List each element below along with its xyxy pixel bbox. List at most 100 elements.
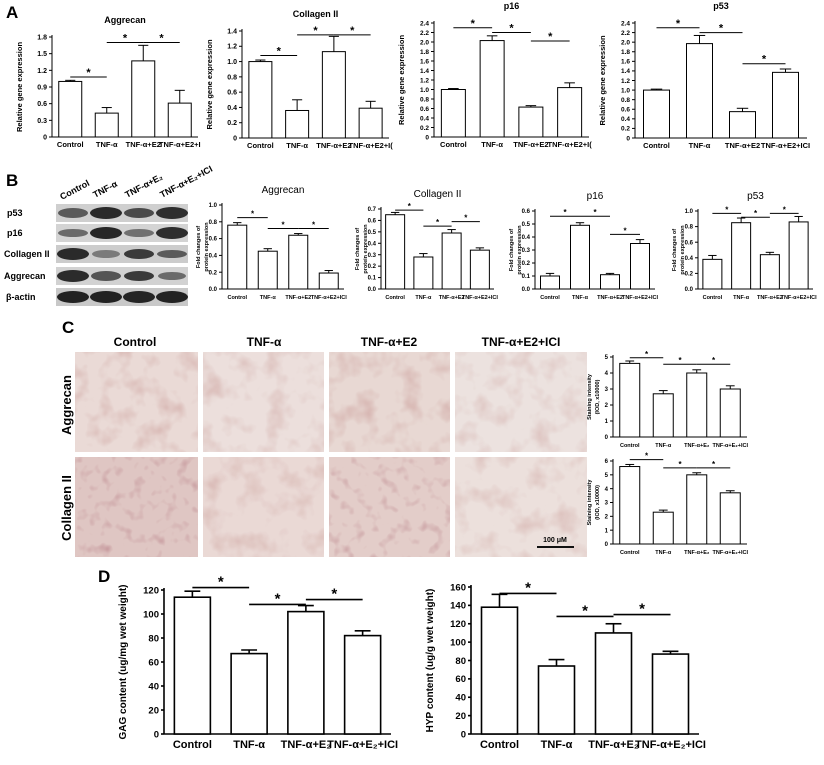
d1-sig-star-0: * <box>218 574 224 591</box>
a4-ytick-label: 2.2 <box>621 30 630 37</box>
b4-ylabel-1: protein expression <box>680 225 686 275</box>
a3-ytick-label: 0.6 <box>420 106 429 113</box>
b4-sig-star-0: * <box>725 205 729 214</box>
western-blot: Control TNF-α TNF-α+E₂ TNF-α+E₂+ICI p53 … <box>4 164 214 306</box>
a4-category-0: Control <box>643 141 670 150</box>
a4-ytick-label: 2.4 <box>621 20 630 27</box>
a4-ytick-label: 0.8 <box>621 97 630 104</box>
d2-sig-star-2: * <box>639 601 645 618</box>
c2-ytick-label: 1 <box>605 528 609 534</box>
d1-ytick-label: 20 <box>148 705 159 716</box>
a3-bar-0 <box>440 89 466 138</box>
a2-sig-star-2: * <box>350 25 355 37</box>
b3-sig-star-1: * <box>593 208 597 217</box>
b4-category-2: TNF-α+E2 <box>757 295 783 301</box>
c1-ytick-label: 5 <box>605 355 609 361</box>
a4-sig-star-1: * <box>719 23 724 35</box>
c2-category-0: Control <box>620 550 640 556</box>
c2-category-2: TNF-α+E₂ <box>684 550 710 556</box>
a3-ytick-label: 2.4 <box>420 20 429 27</box>
chart-c-collagen-intensity: Staining intensity (IOD, x10000) 0 1 2 3 4 5 6 Co… <box>587 452 748 556</box>
b1-bar-3 <box>318 272 339 290</box>
a4-ytick-label: 2.0 <box>621 39 630 46</box>
b1-ylabel-0: Fold changes of <box>196 226 202 268</box>
b3-bar-0 <box>540 275 560 290</box>
b2-sig-star-0: * <box>408 202 412 211</box>
b3-ytick-label: 0.3 <box>522 248 531 254</box>
c2-ylabel-1: (IOD, x10000) <box>595 485 601 520</box>
lane-label-tnf-e2-ici: TNF-α+E₂+ICI <box>158 164 214 200</box>
b2-ylabel-1: protein expression <box>363 224 369 274</box>
b1-category-1: TNF-α <box>260 295 277 301</box>
d2-sig-star-1: * <box>582 602 588 619</box>
ihc-image-aggrecan-tnf-e2-ici <box>455 352 587 452</box>
b1-ytick-label: 1.0 <box>209 203 218 209</box>
b1-ytick-label: 0.2 <box>209 270 218 276</box>
a1-sig-star-2: * <box>159 33 164 45</box>
b3-ylabel-1: protein expression <box>517 225 523 275</box>
a3-category-1: TNF-α <box>481 140 503 149</box>
chart-c-aggrecan-intensity: Staining intensity (IOD, x10000) 0 1 2 3 4 5 Con… <box>587 350 748 449</box>
b3-ytick-label: 0.2 <box>522 261 531 267</box>
band-label-beta-actin: β-actin <box>6 292 36 302</box>
b1-category-0: Control <box>227 295 247 301</box>
b2-category-0: Control <box>385 295 405 301</box>
a1-sig-star-1: * <box>123 33 128 45</box>
b3-ytick-label: 0.1 <box>522 274 531 280</box>
a2-ytick-label: 1.2 <box>227 44 237 51</box>
c2-ytick-label: 2 <box>605 514 609 520</box>
c1-category-1: TNF-α <box>655 443 672 449</box>
a2-bar-1 <box>285 109 310 139</box>
d1-ytick-label: 0 <box>154 729 159 740</box>
a4-ytick-label: 1.0 <box>621 87 630 94</box>
b1-title: Aggrecan <box>262 185 305 196</box>
a1-ytick-label: 1.5 <box>37 51 47 58</box>
a3-bar-2 <box>518 106 544 138</box>
c1-ylabel-0: Staining intensity <box>587 373 593 420</box>
a2-category-2: TNF-α+E2 <box>316 141 351 150</box>
a2-title: Collagen II <box>293 9 339 19</box>
a4-ytick-label: 0.6 <box>621 107 630 114</box>
d2-bar-2 <box>594 632 633 735</box>
b1-category-3: TNF-α+E2+ICI <box>311 295 348 301</box>
ihc-col-label-tnf-e2-ici: TNF-α+E2+ICI <box>482 335 561 349</box>
b2-ytick-label: 0.7 <box>368 207 377 213</box>
a4-category-2: TNF-α+E2 <box>725 141 760 150</box>
a3-sig-star-2: * <box>548 31 553 43</box>
band-label-collagen-ii: Collagen II <box>4 249 50 259</box>
a3-ytick-label: 1.2 <box>420 77 429 84</box>
a3-category-3: TNF-α+E2+I( <box>548 140 593 149</box>
a2-sig-star-1: * <box>313 25 318 37</box>
b2-category-1: TNF-α <box>415 295 432 301</box>
ihc-row-label-aggrecan: Aggrecan <box>59 375 74 435</box>
a1-ytick-label: 0.3 <box>37 118 47 125</box>
blot-strip-p16 <box>56 224 188 242</box>
d2-ytick-label: 100 <box>450 637 466 648</box>
b3-ytick-label: 0.6 <box>522 209 531 215</box>
b4-bar-3 <box>788 221 809 290</box>
a4-ylabel: Relative gene expression <box>598 35 607 125</box>
b2-ytick-label: 0.6 <box>368 219 377 225</box>
a3-sig-star-0: * <box>471 18 476 30</box>
a2-ytick-label: 0.4 <box>227 105 237 112</box>
d2-category-2: TNF-α+E₂ <box>588 739 639 751</box>
c2-ylabel-0: Staining intensity <box>587 479 593 526</box>
lane-label-tnf: TNF-α <box>91 178 119 199</box>
a4-bar-2 <box>729 111 756 139</box>
a1-sig-star-0: * <box>86 67 91 79</box>
d1-category-0: Control <box>173 739 212 751</box>
d2-bar-1 <box>537 665 576 735</box>
band-label-aggrecan: Aggrecan <box>4 271 46 281</box>
b3-sig-star-2: * <box>623 226 627 235</box>
a1-title: Aggrecan <box>104 15 146 25</box>
ihc-image-collagen-tnf-e2-ici: 100 μM <box>455 457 587 557</box>
c1-ytick-label: 4 <box>605 371 609 377</box>
a2-sig-star-0: * <box>277 45 282 57</box>
b4-ytick-label: 0.4 <box>685 256 694 262</box>
b4-ytick-label: 0.0 <box>685 287 694 293</box>
chart-d-gag: GAG content (ug/mg wet weight) 0 20 40 60 80 1… <box>118 574 398 751</box>
ihc-row-label-collagen-ii: Collagen II <box>59 475 74 541</box>
c2-ytick-label: 5 <box>605 473 609 479</box>
d2-bar-3 <box>651 653 690 735</box>
